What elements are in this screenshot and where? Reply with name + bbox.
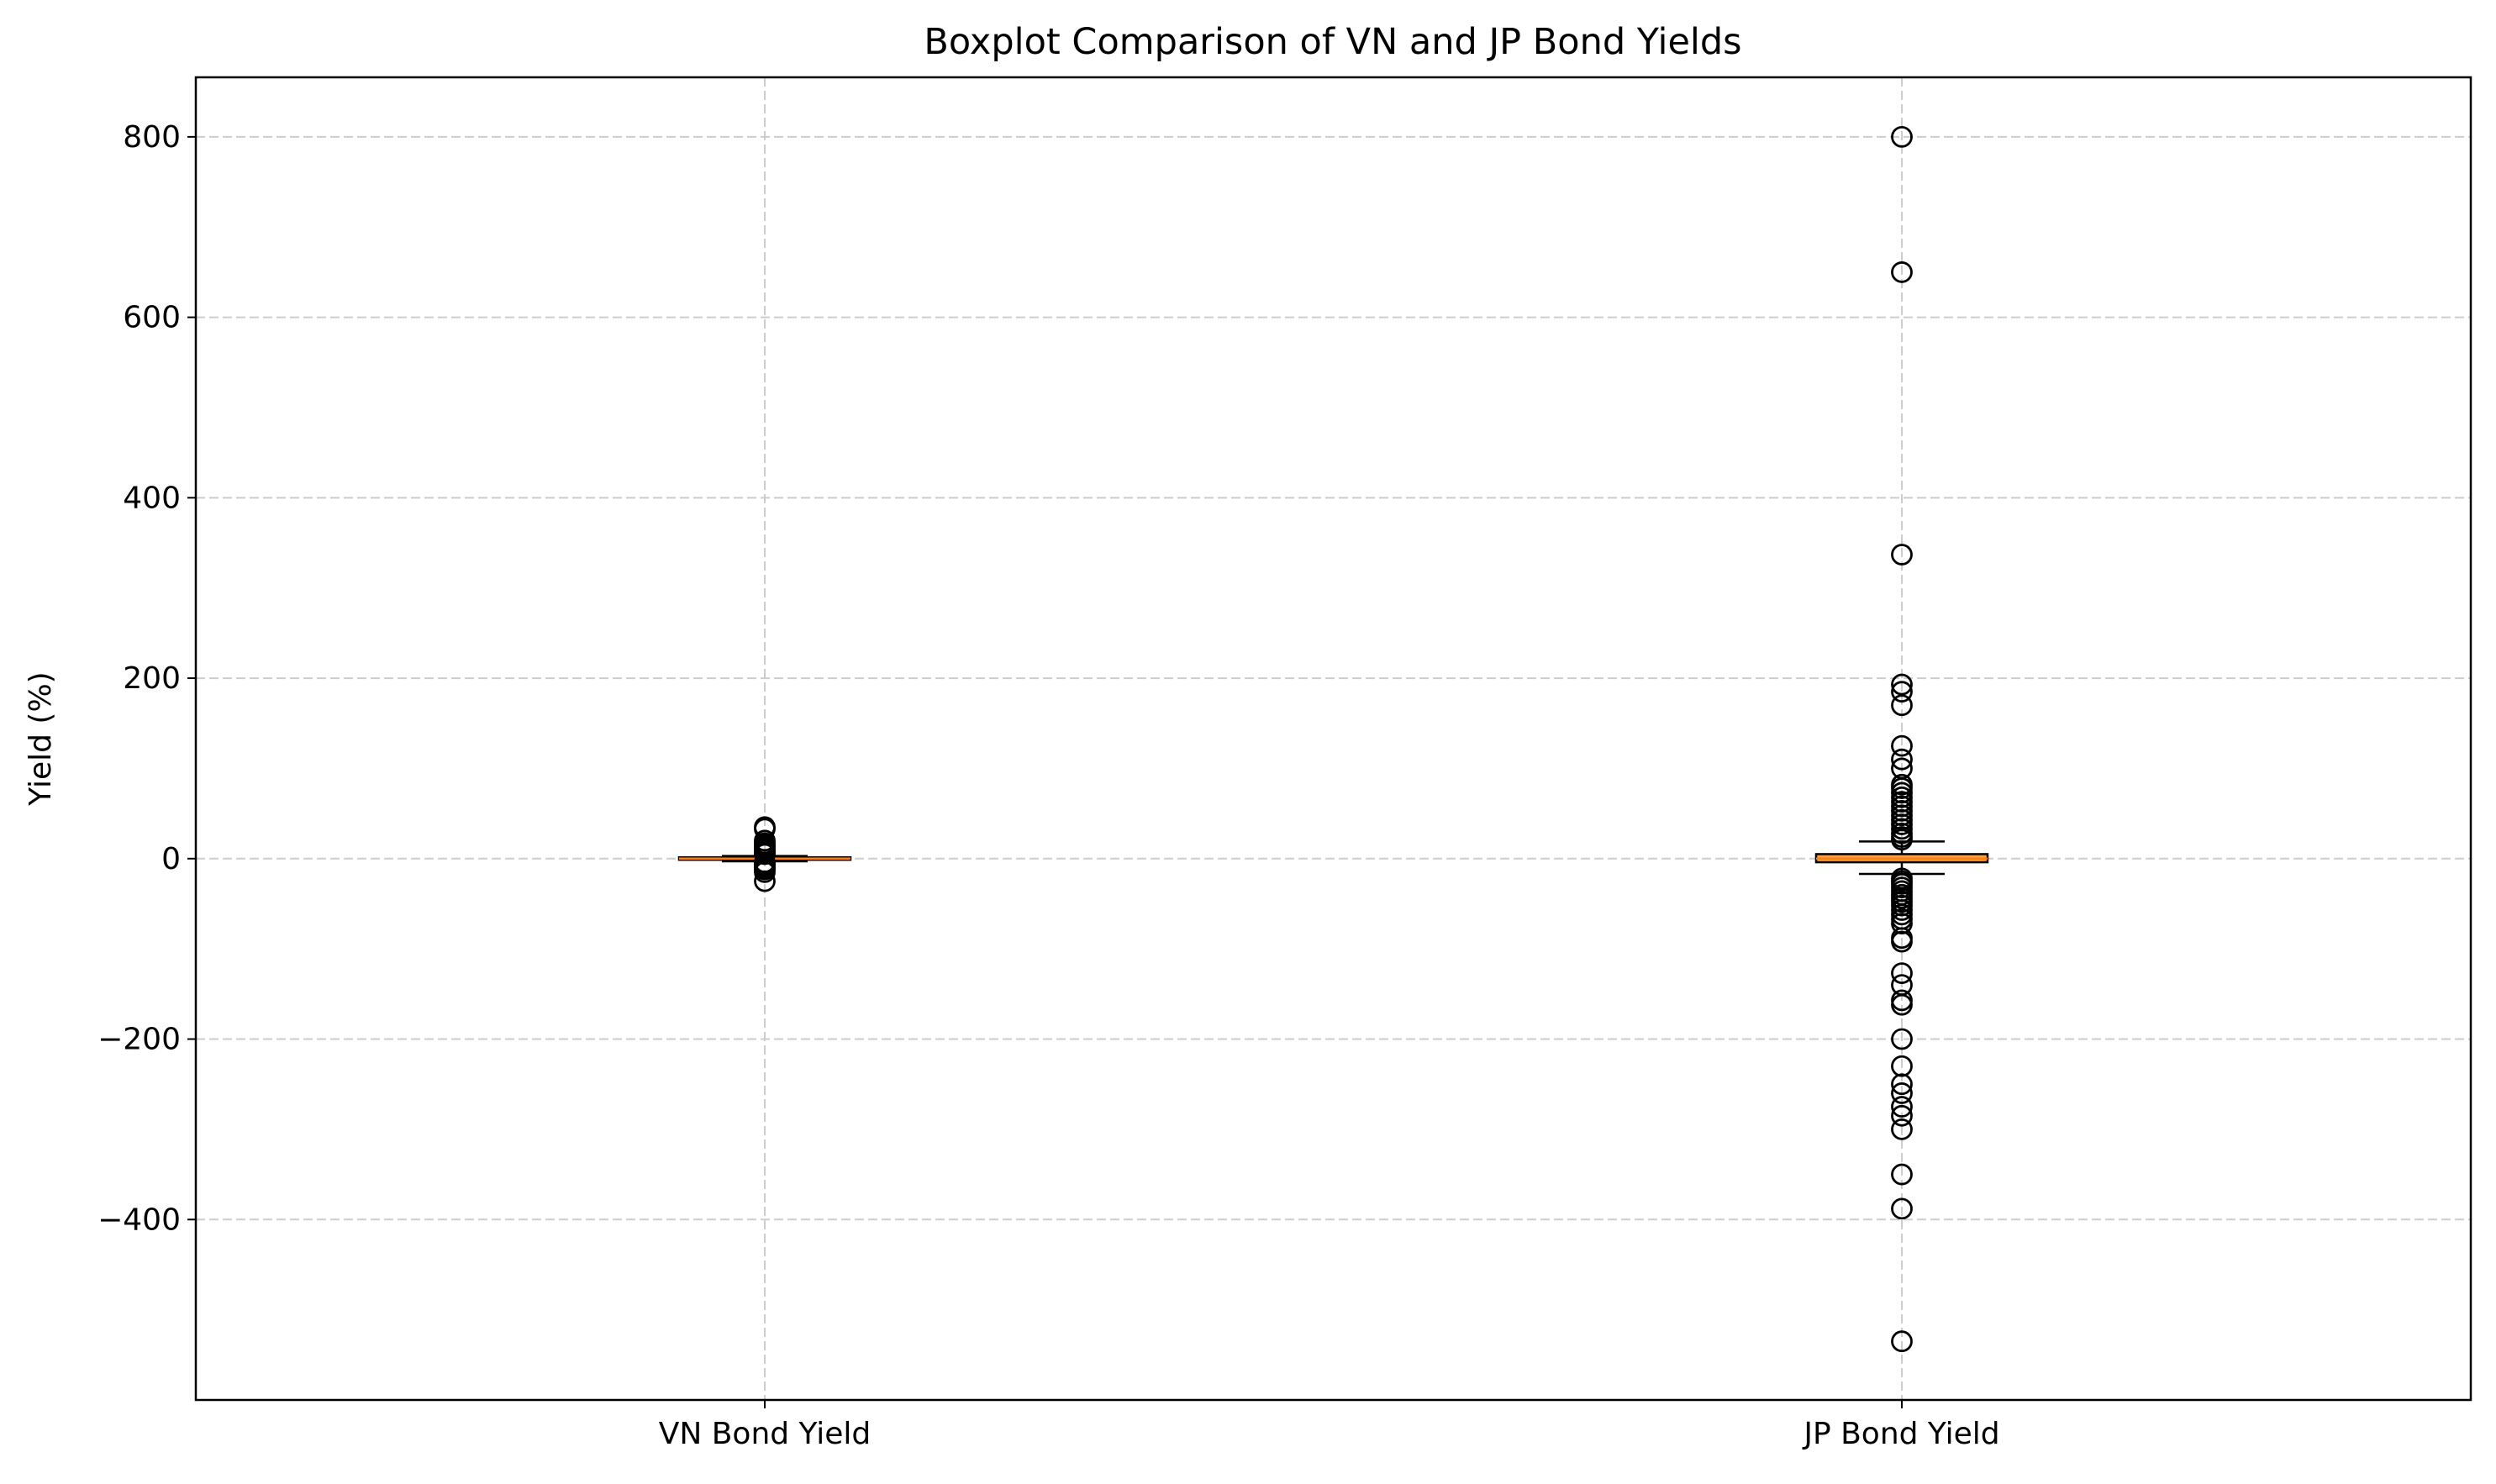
outlier-point — [1891, 1163, 1913, 1186]
outlier-point — [1891, 261, 1913, 283]
boxes — [677, 125, 1989, 1353]
outlier-point — [1891, 993, 1913, 1016]
y-tick-label: −400 — [97, 1202, 181, 1237]
outlier-point — [1891, 1055, 1913, 1077]
y-axis-label: Yield (%) — [24, 671, 58, 806]
outlier-point — [1891, 930, 1913, 953]
x-tick-label: JP Bond Yield — [1802, 1417, 1999, 1451]
outlier-point — [1891, 1197, 1913, 1220]
outlier-point — [1891, 734, 1913, 757]
outlier-point — [1891, 1028, 1913, 1050]
outlier-point — [1891, 1118, 1913, 1140]
outlier-point — [1891, 694, 1913, 717]
box-group — [677, 816, 852, 892]
chart-title: Boxplot Comparison of VN and JP Bond Yie… — [924, 21, 1741, 63]
outlier-point — [1891, 544, 1913, 566]
outlier-point — [1891, 962, 1913, 985]
outlier-point — [1891, 748, 1913, 771]
outlier-point — [1891, 681, 1913, 703]
plot-frame — [194, 76, 2472, 1402]
outlier-point — [1891, 1096, 1913, 1118]
outlier-point — [1891, 125, 1913, 148]
outlier-point — [1891, 829, 1913, 851]
outlier-point — [1891, 913, 1913, 935]
outlier-point — [1891, 1082, 1913, 1104]
outlier-point — [1891, 1330, 1913, 1353]
box-group — [1814, 125, 1989, 1353]
outlier-point — [1891, 1073, 1913, 1096]
y-tick-label: 600 — [123, 301, 181, 335]
y-tick-label: 0 — [161, 842, 181, 876]
outlier-point — [1891, 1104, 1913, 1127]
x-tick-label: VN Bond Yield — [659, 1417, 871, 1451]
outlier-point — [754, 870, 776, 892]
y-tick-label: 800 — [123, 120, 181, 155]
outlier-point — [754, 861, 776, 883]
grid-lines — [196, 77, 2471, 1400]
outlier-point — [1891, 673, 1913, 696]
axis-ticks: −400 −200 0 200 400 600 800 VN Bond Yield JP Bon… — [97, 120, 2000, 1451]
y-tick-label: 400 — [123, 481, 181, 515]
y-tick-label: −200 — [97, 1023, 181, 1057]
y-tick-label: 200 — [123, 661, 181, 696]
outlier-point — [754, 843, 776, 866]
